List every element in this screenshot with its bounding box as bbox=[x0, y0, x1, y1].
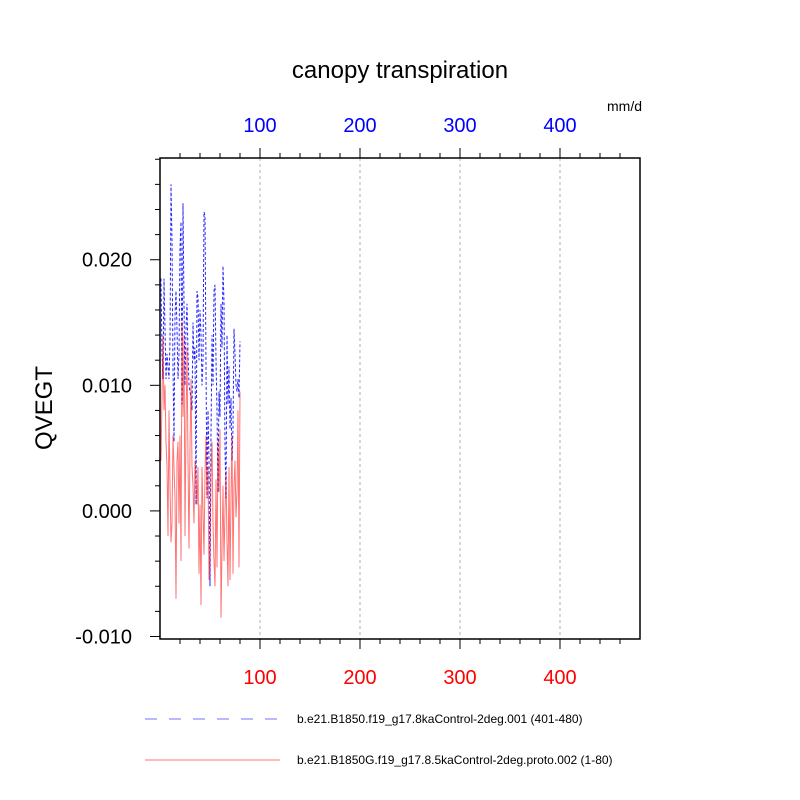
x-bottom-tick-label: 400 bbox=[543, 667, 576, 689]
x-top-tick-label: 100 bbox=[243, 115, 276, 137]
x-bottom-tick-label: 200 bbox=[343, 667, 376, 689]
series-lines bbox=[160, 184, 241, 618]
tick-labels: 100 100 200 200 300 300 400 400 -0.010 0.000 0.010… bbox=[75, 115, 576, 689]
axis-ticks bbox=[150, 148, 621, 649]
x-top-tick-label: 200 bbox=[343, 115, 376, 137]
x-top-tick-label: 300 bbox=[443, 115, 476, 137]
x-bottom-tick-label: 300 bbox=[443, 667, 476, 689]
y-tick-label: 0.020 bbox=[82, 250, 132, 272]
y-tick-label: -0.010 bbox=[75, 626, 132, 648]
legend: b.e21.B1850.f19_g17.8kaControl-2deg.001 … bbox=[145, 712, 613, 767]
legend-label: b.e21.B1850G.f19_g17.8.5kaControl-2deg.p… bbox=[297, 753, 613, 767]
y-tick-label: 0.000 bbox=[82, 501, 132, 523]
plot-frame bbox=[159, 157, 641, 640]
grid-lines bbox=[259, 158, 561, 639]
series-line-8ka bbox=[160, 184, 241, 587]
y-axis-label: QVEGT bbox=[31, 366, 58, 450]
series-line-8-5ka bbox=[160, 322, 241, 618]
legend-label: b.e21.B1850.f19_g17.8kaControl-2deg.001 … bbox=[297, 712, 583, 726]
chart-title: canopy transpiration bbox=[292, 57, 508, 84]
y-tick-label: 0.010 bbox=[82, 375, 132, 397]
x-bottom-tick-label: 100 bbox=[243, 667, 276, 689]
x-top-tick-label: 400 bbox=[543, 115, 576, 137]
units-label: mm/d bbox=[607, 98, 642, 114]
